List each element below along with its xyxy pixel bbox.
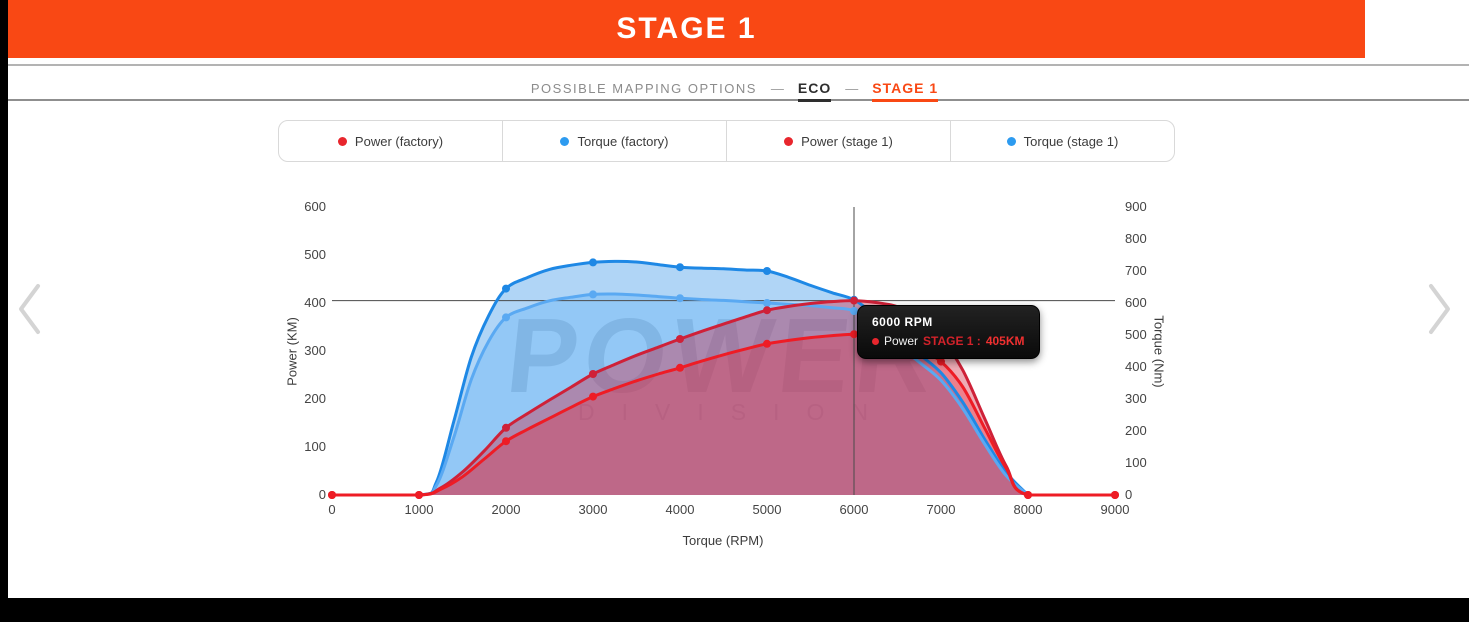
y-axis-left-title: Power (KM)	[284, 317, 300, 386]
divider-top	[0, 64, 1469, 66]
x-axis-title: Torque (RPM)	[682, 533, 764, 548]
tooltip-stage-label: STAGE 1 :	[923, 334, 981, 348]
tab-eco[interactable]: ECO	[797, 80, 832, 102]
tooltip-series-label: Power	[884, 334, 919, 348]
legend-item-label: Power (stage 1)	[801, 133, 893, 149]
tab-stage-1[interactable]: STAGE 1	[872, 80, 939, 102]
legend-dot-icon	[560, 136, 570, 146]
chart-legend: Power (factory) Torque (factory) Power (st…	[278, 120, 1175, 162]
separator-dash: —	[770, 80, 784, 96]
legend-dot-icon	[337, 136, 347, 146]
legend-item-torque-stage-1[interactable]: Torque (stage 1)	[950, 121, 1174, 161]
separator-dash: —	[845, 80, 859, 96]
legend-dot-icon	[784, 136, 794, 146]
y-axis-right-title: Torque (Nm)	[1151, 315, 1167, 388]
legend-item-label: Power (factory)	[354, 133, 444, 149]
tooltip-value: 405KM	[985, 334, 1025, 348]
legend-item-power-factory[interactable]: Power (factory)	[279, 121, 502, 161]
chart-tooltip: 6000 RPM Power STAGE 1 : 405KM	[857, 305, 1040, 359]
chevron-right-icon[interactable]	[1427, 282, 1453, 336]
stage-banner: STAGE 1	[8, 0, 1365, 58]
legend-item-label: Torque (factory)	[577, 133, 669, 149]
mapping-options-label: POSSIBLE MAPPING OPTIONS	[530, 80, 757, 96]
legend-item-power-stage-1[interactable]: Power (stage 1)	[726, 121, 950, 161]
legend-item-torque-factory[interactable]: Torque (factory)	[502, 121, 726, 161]
legend-item-label: Torque (stage 1)	[1023, 133, 1119, 149]
tooltip-series-dot	[872, 337, 879, 345]
page-title: STAGE 1	[616, 12, 757, 45]
legend-dot-icon	[1006, 136, 1016, 146]
tooltip-rpm: 6000 RPM	[872, 315, 933, 329]
mapping-options-bar: POSSIBLE MAPPING OPTIONS — ECO — STAGE 1	[0, 80, 1469, 102]
bottom-edge-bar	[0, 598, 1469, 622]
left-edge-bar	[0, 0, 8, 622]
tooltip-series-row: Power STAGE 1 : 405KM	[872, 334, 1025, 348]
divider-nav	[0, 99, 1469, 101]
chevron-left-icon[interactable]	[16, 282, 42, 336]
